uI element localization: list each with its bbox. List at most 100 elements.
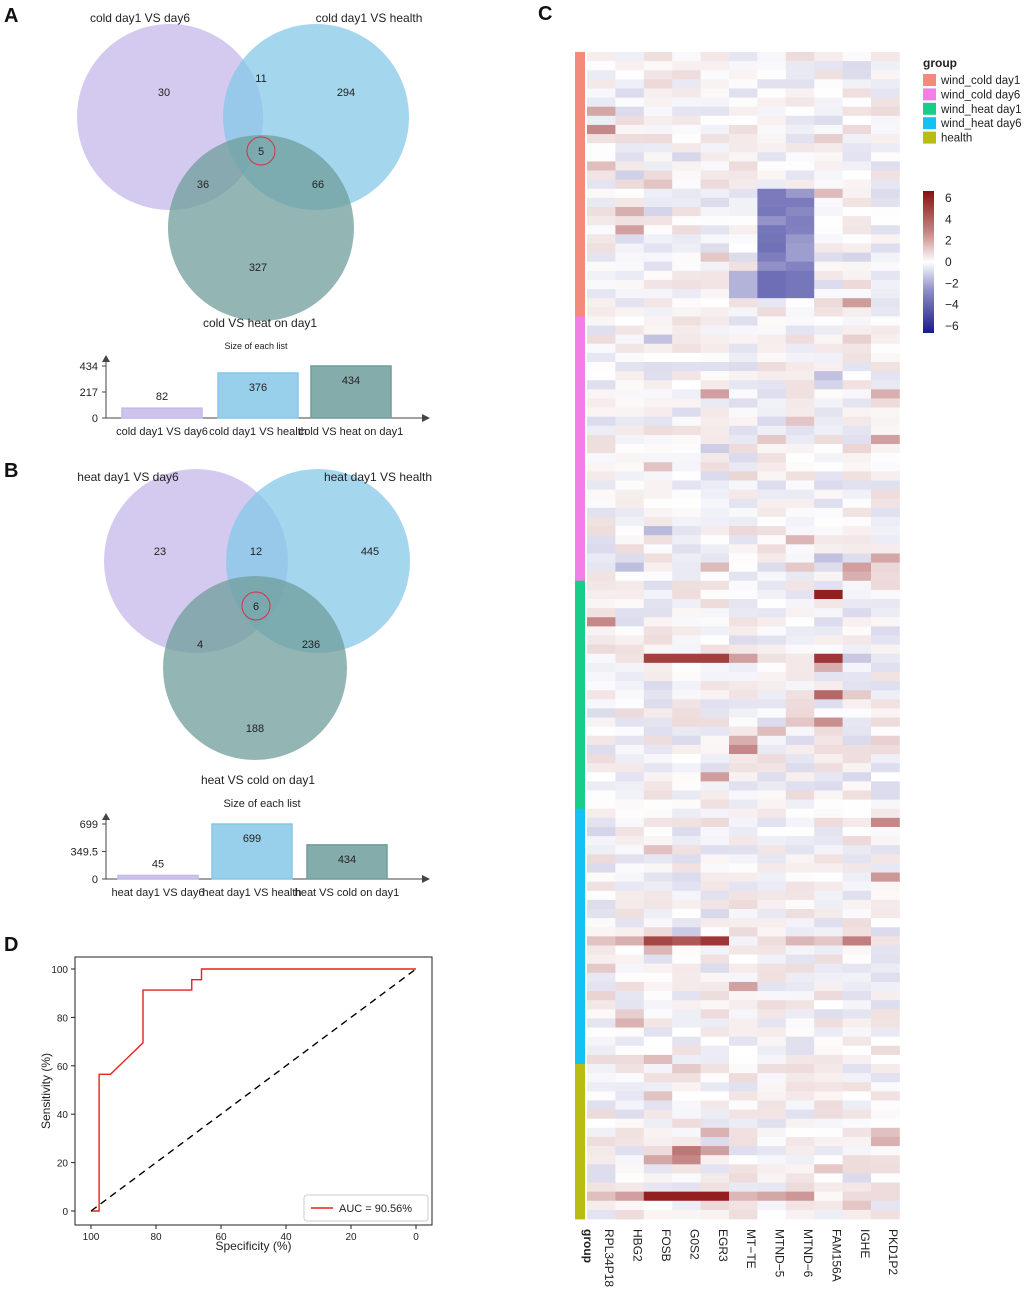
heatmap-cell xyxy=(814,553,843,563)
heatmap-cell xyxy=(615,653,645,664)
heatmap-cell xyxy=(700,361,730,372)
heatmap-cell xyxy=(842,161,872,171)
heatmap-cell xyxy=(615,1091,645,1101)
heatmap-cell xyxy=(814,206,843,217)
heatmap-cell xyxy=(814,480,843,491)
heatmap-cell xyxy=(814,863,843,873)
heatmap-cell xyxy=(842,863,872,873)
heatmap-cell xyxy=(871,535,900,545)
heatmap-cell xyxy=(757,991,787,1001)
heatmap-cell xyxy=(643,890,673,901)
heatmap-cell xyxy=(643,1164,673,1174)
heatmap-cell xyxy=(785,197,815,208)
heatmap-cell xyxy=(643,106,673,117)
heatmap-cell xyxy=(643,954,673,965)
heatmap-cell xyxy=(871,389,900,399)
heatmap-cell xyxy=(672,316,701,326)
heatmap-cell xyxy=(672,61,701,71)
heatmap-cell xyxy=(785,152,815,162)
heatmap-cell xyxy=(842,316,872,326)
heatmap-cell xyxy=(757,225,787,235)
heatmap-cell xyxy=(615,115,645,126)
heatmap-cell xyxy=(700,188,730,199)
heatmap-cell xyxy=(643,234,673,244)
heatmap-cell xyxy=(615,1155,645,1165)
bar-x-axis-arrow xyxy=(422,414,430,422)
heatmap-cell xyxy=(615,371,645,381)
heatmap-cell xyxy=(729,617,758,627)
heatmap-cell xyxy=(643,1155,673,1165)
heatmap-cell xyxy=(785,1191,815,1202)
heatmap-cell xyxy=(814,1036,843,1047)
heatmap-cell xyxy=(871,152,900,162)
gene-label: IGHE xyxy=(858,1229,872,1258)
heatmap-cell xyxy=(729,444,758,454)
roc-reference-diagonal xyxy=(90,968,417,1212)
heatmap-cell xyxy=(587,434,616,445)
heatmap-cell xyxy=(842,444,872,454)
heatmap-cell xyxy=(757,252,787,263)
bar-chart-title: Size of each list xyxy=(223,798,300,810)
heatmap-cell xyxy=(729,216,758,226)
heatmap-cell xyxy=(700,881,730,892)
heatmap-cell xyxy=(871,1018,900,1028)
heatmap-cell xyxy=(700,845,730,855)
heatmap-cell xyxy=(842,462,872,472)
heatmap-cell xyxy=(871,243,900,253)
venn-count-2-3: 66 xyxy=(312,179,324,191)
heatmap-cell xyxy=(700,434,730,445)
heatmap-cell xyxy=(643,444,673,454)
heatmap-cell xyxy=(842,708,872,718)
heatmap-cell xyxy=(615,717,645,728)
bar-value-label-3: 434 xyxy=(338,854,356,866)
heatmap-cell xyxy=(814,216,843,226)
heatmap-cell xyxy=(672,617,701,627)
bar-3 xyxy=(306,844,388,880)
heatmap-cell xyxy=(785,799,815,810)
heatmap-cell xyxy=(757,1164,787,1174)
heatmap-cell xyxy=(729,1000,758,1010)
roc-x-axis-label: Specificity (%) xyxy=(215,1239,291,1253)
heatmap-cell xyxy=(729,371,758,381)
heatmap-cell xyxy=(615,498,645,509)
heatmap-cell xyxy=(729,425,758,436)
heatmap-cell xyxy=(615,790,645,801)
heatmap-cell xyxy=(700,644,730,655)
heatmap-cell xyxy=(814,407,843,418)
heatmap-cell xyxy=(842,471,872,481)
heatmap-cell xyxy=(672,836,701,846)
heatmap-cell xyxy=(672,143,701,153)
heatmap-cell xyxy=(672,763,701,773)
heatmap-cell xyxy=(814,398,843,408)
heatmap-cell xyxy=(842,626,872,636)
group-legend-swatch-3 xyxy=(923,102,936,115)
heatmap-cell xyxy=(643,124,673,135)
heatmap-cell xyxy=(785,170,815,181)
heatmap-cell xyxy=(785,1136,815,1147)
bar-value-label-2: 699 xyxy=(243,833,261,845)
heatmap-cell xyxy=(615,972,645,983)
heatmap-cell xyxy=(729,1109,758,1120)
heatmap-cell xyxy=(672,52,701,62)
heatmap-cell xyxy=(587,1164,616,1174)
heatmap-cell xyxy=(643,544,673,554)
heatmap-cell xyxy=(643,790,673,801)
heatmap-cell xyxy=(757,270,787,281)
heatmap-cell xyxy=(672,927,701,937)
heatmap-cell xyxy=(785,97,815,108)
heatmap-cell xyxy=(700,161,730,171)
bar-1 xyxy=(121,407,203,419)
heatmap-cell xyxy=(587,1127,616,1138)
heatmap-cell xyxy=(587,334,616,345)
heatmap-cell xyxy=(842,216,872,226)
heatmap-cell xyxy=(729,124,758,135)
heatmap-cell xyxy=(643,1118,673,1129)
heatmap-cell xyxy=(672,480,701,491)
heatmap-cell xyxy=(643,826,673,837)
heatmap-cell xyxy=(757,343,787,354)
heatmap-cell xyxy=(842,416,872,427)
heatmap-cell xyxy=(842,124,872,135)
heatmap-cell xyxy=(615,434,645,445)
heatmap-cell xyxy=(700,70,730,80)
heatmap-cell xyxy=(814,1118,843,1129)
